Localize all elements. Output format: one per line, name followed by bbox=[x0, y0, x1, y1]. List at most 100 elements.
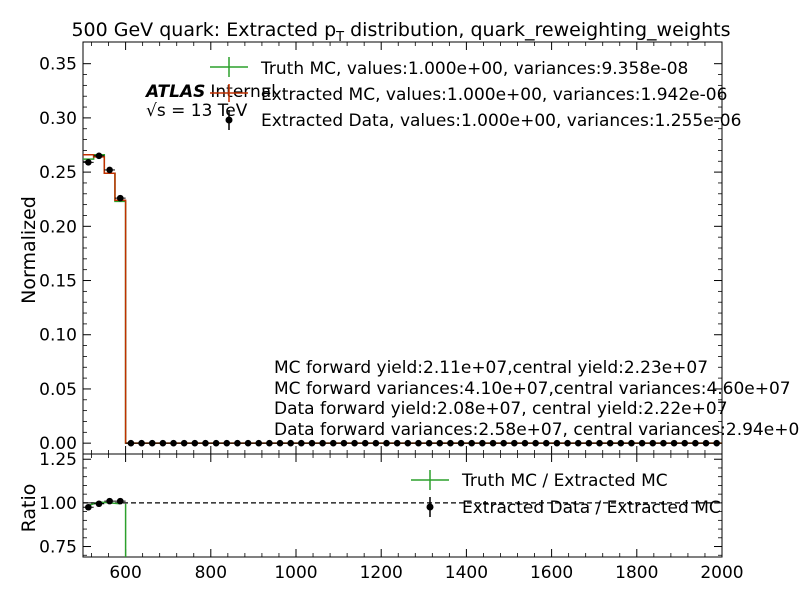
data-point bbox=[564, 439, 571, 447]
data-point bbox=[415, 439, 422, 447]
data-point bbox=[425, 439, 433, 447]
data-point bbox=[457, 439, 465, 447]
data-point bbox=[692, 439, 699, 447]
main-ytick-label: 0.20 bbox=[39, 217, 77, 237]
data-point bbox=[606, 439, 614, 447]
ratio-ytick-label: 1.25 bbox=[39, 450, 77, 470]
data-point bbox=[489, 439, 497, 447]
ratio-data-point bbox=[106, 497, 113, 505]
data-point bbox=[234, 439, 241, 447]
data-point bbox=[660, 439, 667, 447]
main-ylabel: Normalized bbox=[18, 196, 40, 304]
data-point bbox=[521, 439, 529, 447]
title-main: 500 GeV quark: Extracted p bbox=[71, 19, 336, 41]
main-legend: Truth MC, values:1.000e+00, variances:9.… bbox=[210, 57, 741, 131]
data-point bbox=[404, 439, 412, 447]
title-subscript: T bbox=[335, 30, 344, 45]
xtick-label: 1000 bbox=[274, 563, 317, 583]
data-point bbox=[223, 439, 231, 447]
data-point bbox=[372, 439, 380, 447]
title-rest: distribution, quark_reweighting_weights bbox=[344, 19, 730, 41]
data-point bbox=[681, 439, 689, 447]
data-point bbox=[95, 152, 103, 160]
main-ytick-label: 0.05 bbox=[39, 380, 77, 400]
data-point bbox=[383, 439, 390, 447]
data-point bbox=[670, 439, 678, 447]
ratio-ytick-label: 0.75 bbox=[39, 538, 77, 558]
data-point bbox=[138, 439, 145, 447]
ratio-series bbox=[83, 497, 722, 557]
xtick-label: 600 bbox=[109, 563, 141, 583]
main-ytick-label: 0.30 bbox=[39, 109, 77, 129]
data-point bbox=[532, 439, 539, 447]
ratio-ytick-label: 1.00 bbox=[39, 494, 77, 514]
data-point bbox=[553, 439, 561, 447]
main-ytick-label: 0.10 bbox=[39, 326, 77, 346]
data-point bbox=[212, 439, 220, 447]
xtick-label: 1600 bbox=[530, 563, 573, 583]
xtick-label: 800 bbox=[195, 563, 227, 583]
main-ytick-label: 0.00 bbox=[39, 434, 77, 454]
data-point bbox=[287, 439, 294, 447]
info-line-4: Data forward variances:2.58e+07, central… bbox=[274, 420, 799, 440]
data-point bbox=[255, 439, 263, 447]
energy-value: = 13 TeV bbox=[166, 101, 248, 121]
data-point bbox=[127, 439, 135, 447]
legend-data-marker-dot bbox=[225, 116, 233, 124]
main-series bbox=[83, 152, 722, 447]
data-point bbox=[702, 439, 710, 447]
atlas-label: ATLAS Internal bbox=[144, 82, 276, 102]
data-point bbox=[159, 439, 167, 447]
energy-sqrt: √s bbox=[146, 101, 166, 121]
info-line-1: MC forward yield:2.11e+07,central yield:… bbox=[274, 358, 708, 378]
data-point bbox=[329, 439, 337, 447]
data-point bbox=[500, 439, 507, 447]
ratio-data-point bbox=[95, 500, 103, 508]
atlas-status: Internal bbox=[210, 82, 276, 102]
data-point bbox=[638, 439, 646, 447]
xtick-label: 2000 bbox=[700, 563, 743, 583]
info-line-2: MC forward variances:4.10e+07,central va… bbox=[274, 379, 791, 399]
data-point bbox=[191, 439, 199, 447]
legend-truth-mc-label: Truth MC, values:1.000e+00, variances:9.… bbox=[260, 59, 688, 79]
data-point bbox=[340, 439, 348, 447]
data-point bbox=[180, 439, 188, 447]
data-point bbox=[351, 439, 358, 447]
x-ticks: 600 800 1000 1200 1400 1600 1800 2000 bbox=[91, 42, 744, 583]
data-point bbox=[511, 439, 518, 447]
atlas-brand: ATLAS bbox=[144, 82, 205, 102]
ratio-legend: Truth MC / Extracted MC Extracted Data /… bbox=[411, 470, 721, 518]
data-point bbox=[596, 439, 603, 447]
data-point bbox=[468, 439, 476, 447]
main-ticks: 0.00 0.05 0.10 0.15 0.20 0.25 0.30 0.35 bbox=[39, 55, 722, 454]
data-point bbox=[116, 194, 124, 202]
data-point bbox=[542, 439, 550, 447]
ratio-data-point bbox=[116, 497, 124, 505]
data-point bbox=[266, 439, 273, 447]
ratio-ticks: 0.75 1.00 1.25 bbox=[39, 450, 722, 558]
ratio-legend-data-label: Extracted Data / Extracted MC bbox=[462, 498, 721, 518]
data-point bbox=[308, 439, 316, 447]
data-point bbox=[202, 439, 209, 447]
data-point bbox=[713, 439, 720, 447]
data-point bbox=[361, 439, 369, 447]
ratio-ylabel: Ratio bbox=[18, 484, 40, 533]
data-point bbox=[585, 439, 593, 447]
data-point bbox=[319, 439, 326, 447]
energy-label: √s = 13 TeV bbox=[146, 101, 248, 121]
main-ytick-label: 0.15 bbox=[39, 272, 77, 292]
xtick-label: 1400 bbox=[445, 563, 488, 583]
ratio-plot-frame bbox=[82, 453, 723, 558]
data-point bbox=[617, 439, 625, 447]
data-point bbox=[436, 439, 444, 447]
legend-data-label: Extracted Data, values:1.000e+00, varian… bbox=[261, 111, 741, 131]
data-point bbox=[244, 439, 252, 447]
ratio-data-point bbox=[85, 503, 92, 511]
main-ytick-label: 0.25 bbox=[39, 163, 77, 183]
xtick-label: 1200 bbox=[360, 563, 403, 583]
data-point bbox=[298, 439, 305, 447]
ratio-legend-truth-label: Truth MC / Extracted MC bbox=[461, 471, 668, 491]
data-point bbox=[649, 439, 657, 447]
data-point bbox=[85, 159, 92, 166]
